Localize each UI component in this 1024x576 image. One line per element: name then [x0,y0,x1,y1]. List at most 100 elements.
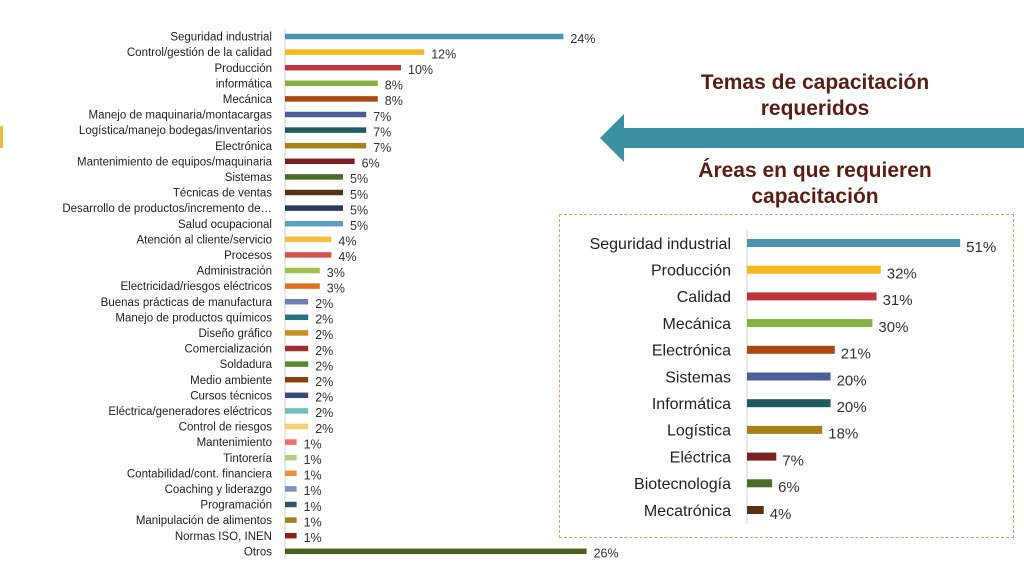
category-label: Calidad [677,289,731,306]
data-label: 4% [338,250,356,264]
category-label: Otros [244,546,272,558]
bar [285,408,309,414]
bar [285,283,320,289]
category-label: Logística/manejo bodegas/inventarios [79,125,272,137]
category-label: Producción [214,63,272,75]
data-label: 2% [315,313,333,327]
data-label: 7% [782,452,804,469]
data-label: 10% [408,63,433,77]
data-label: 2% [315,406,333,420]
bar [285,330,309,336]
category-label: Seguridad industrial [170,32,272,44]
bar [747,372,831,381]
category-label: Atención al cliente/servicio [136,234,272,246]
data-label: 1% [304,469,322,483]
category-label: Programación [200,500,272,512]
bar [285,142,367,149]
category-label: Comercialización [184,344,272,356]
category-label: Procesos [224,250,272,262]
category-label: Producción [651,262,731,279]
areas-title: Áreas en que requieren capacitación [698,159,932,208]
category-label: Sistemas [225,172,273,184]
category-label: Electrónica [215,141,272,153]
data-label: 3% [327,266,345,280]
data-label: 30% [878,319,908,336]
category-label: Coaching y liderazgo [165,484,272,496]
bar [285,392,309,399]
data-label: 2% [315,391,333,405]
bar [285,548,587,555]
category-label: Mecánica [223,94,273,106]
data-label: 1% [304,453,322,467]
category-label: Desarrollo de productos/incremento de… [62,203,272,215]
bar [285,376,309,383]
data-label: 1% [304,437,322,451]
bar [285,96,378,102]
data-label: 18% [828,426,858,443]
data-label: 2% [315,344,333,358]
bar [285,205,343,211]
category-label: Eléctrica/generadores eléctricos [108,406,272,418]
data-label: 2% [315,328,333,342]
data-label: 2% [315,422,333,436]
bar [285,298,309,305]
data-label: 6% [778,479,800,496]
category-label: informática [216,78,273,90]
data-label: 32% [887,266,917,283]
category-label: Medio ambiente [190,375,272,387]
category-label: Eléctrica [670,449,731,466]
left-arrow-icon [600,112,1024,169]
category-label: Electrónica [652,343,731,360]
data-label: 1% [304,531,322,545]
bar [285,470,297,477]
bar [285,501,297,508]
topics-title: Temas de capacitación requeridos [700,71,930,120]
data-label: 1% [304,515,322,529]
edge-marker [0,126,3,148]
data-label: 2% [315,297,333,311]
data-label: 7% [373,125,391,139]
bar [285,127,367,133]
data-label: 20% [837,399,867,416]
bar [285,236,332,243]
data-label: 4% [338,235,356,249]
bar [285,252,332,258]
bar [747,425,823,434]
data-label: 5% [350,203,368,217]
category-label: Sistemas [665,369,731,386]
bar [285,486,297,492]
data-label: 1% [304,500,322,514]
bar [285,267,320,274]
bar [285,189,343,196]
category-label: Seguridad industrial [590,236,731,253]
category-label: Biotecnología [634,476,731,493]
bar [285,80,378,87]
category-label: Salud ocupacional [178,219,272,231]
category-label: Manejo de maquinaria/montacargas [89,110,273,122]
bar [747,265,881,274]
bar [747,292,877,301]
data-label: 31% [883,292,913,309]
bar [285,158,355,165]
category-label: Control/gestión de la calidad [127,47,272,59]
data-label: 3% [327,281,345,295]
category-label: Tintorería [223,453,272,465]
category-label: Mecánica [663,316,732,333]
category-label: Mantenimiento [197,437,272,449]
bar [747,452,777,461]
bar [285,517,297,523]
category-label: Administración [197,266,272,278]
category-label: Manipulación de alimentos [136,515,272,527]
bar [285,532,297,539]
category-label: Control de riesgos [179,422,273,434]
bar [285,314,309,321]
category-label: Normas ISO, INEN [175,531,272,543]
data-label: 7% [373,110,391,124]
bar [747,399,831,408]
category-label: Electricidad/riesgos eléctricos [121,281,273,293]
training-topics-chart: Seguridad industrial 24% Control/gestión d… [62,28,619,561]
category-label: Logística [667,423,731,440]
data-label: 4% [770,506,792,523]
areas-chart-frame [559,214,1014,538]
